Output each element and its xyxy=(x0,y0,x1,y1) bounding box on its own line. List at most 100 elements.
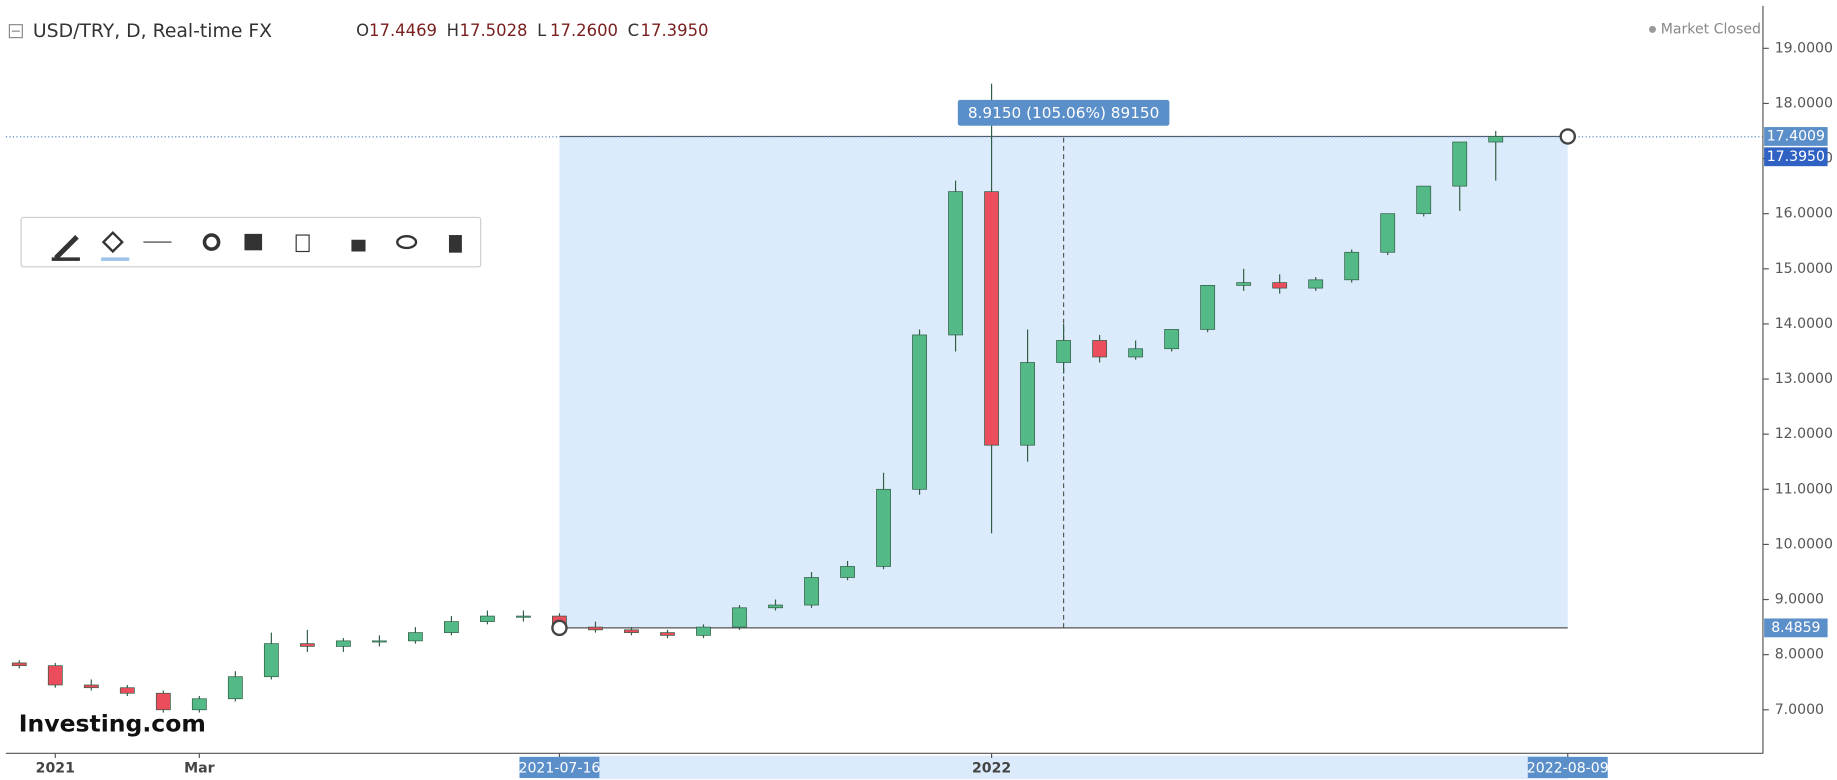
delete-icon[interactable] xyxy=(448,235,462,253)
candle-body xyxy=(1020,362,1035,446)
x-tick-label: 2021 xyxy=(36,761,75,777)
y-tick-label: 18.0000 xyxy=(1775,95,1833,111)
layer-icon[interactable] xyxy=(244,233,263,251)
status-dot xyxy=(1648,25,1657,33)
candle-body xyxy=(804,577,819,606)
candle-body xyxy=(335,640,351,647)
y-tick-label: 14.0000 xyxy=(1775,316,1833,332)
candle-body xyxy=(696,626,711,636)
measure-label-bg xyxy=(957,99,1170,126)
candle-body xyxy=(732,607,747,628)
candle-body xyxy=(299,643,315,647)
candle-body xyxy=(588,626,603,631)
y-tick-label: 11.0000 xyxy=(1775,481,1833,497)
ohlc-readout: O 17.4469 H 17.5028 L 17.2600 C 17.3950 xyxy=(356,21,708,40)
x-tag-bg xyxy=(1527,756,1608,779)
y-tick-label: 16.0000 xyxy=(1775,206,1833,222)
symbol[interactable]: USD/TRY, D, Real-time FX xyxy=(33,21,272,42)
ohlc-value: 17.4469 xyxy=(369,21,437,40)
y-tick-label: 19.0000 xyxy=(1775,40,1833,56)
clone-icon[interactable] xyxy=(295,234,310,253)
ohlc-key: C xyxy=(628,21,639,40)
last-price-tag-bg xyxy=(1764,147,1828,167)
candle-body xyxy=(1380,213,1396,253)
drawing-toolbar xyxy=(20,216,482,268)
candle-body xyxy=(1416,185,1432,215)
candle-body xyxy=(1452,141,1468,187)
candle-body xyxy=(119,687,135,694)
pen-icon[interactable] xyxy=(54,235,79,260)
candle-body xyxy=(840,566,855,578)
candle-body xyxy=(263,643,279,678)
candle-body xyxy=(660,632,675,636)
pen-color xyxy=(51,257,80,261)
fill-color xyxy=(101,257,130,261)
x-tick-label: 2022 xyxy=(972,761,1011,777)
x-tick-label: 2022-08-09 xyxy=(1527,761,1609,777)
candle-body xyxy=(768,604,783,609)
ohlc-value: 17.2600 xyxy=(550,21,618,40)
candle-body xyxy=(1164,329,1180,350)
plot: 8.9150 (105.06%) 89150 xyxy=(5,83,1763,713)
ohlc-key: H xyxy=(447,21,459,40)
candle-body xyxy=(1488,136,1504,143)
candle-body xyxy=(11,662,27,667)
collapse-icon[interactable] xyxy=(8,24,23,39)
fill-icon[interactable] xyxy=(101,231,124,254)
ohlc-value: 17.5028 xyxy=(460,21,528,40)
y-tick-label: 9.0000 xyxy=(1775,592,1824,608)
candle-body xyxy=(624,629,639,633)
candle-body xyxy=(912,334,927,490)
candle-body xyxy=(444,621,459,633)
measure-handle xyxy=(551,619,568,637)
logo: Investing.com xyxy=(19,710,206,738)
measure-handle xyxy=(1559,128,1576,145)
market-status: Market Closed xyxy=(1661,21,1761,37)
measure-label: 8.9150 (105.06%) 89150 xyxy=(968,104,1160,122)
x-tick-label: 2021-07-16 xyxy=(518,761,600,777)
candle-body xyxy=(407,632,423,642)
y-tick-label: 15.0000 xyxy=(1775,261,1833,277)
candle-body xyxy=(1056,340,1072,363)
candle-body xyxy=(371,640,387,643)
candle-body xyxy=(1092,340,1108,358)
candle-body xyxy=(1128,348,1144,358)
x-tick-label: Mar xyxy=(184,761,215,777)
candle-body xyxy=(1308,279,1324,289)
measure-to-tag-bg xyxy=(1764,127,1828,146)
measure-zone xyxy=(559,136,1568,628)
measure-axis-band xyxy=(559,755,1568,780)
candle-body xyxy=(1236,282,1252,286)
y-tick-label: 8.0000 xyxy=(1775,647,1824,663)
candle-body xyxy=(876,488,891,567)
candle-body xyxy=(516,615,531,618)
y-tick-label: 7.0000 xyxy=(1775,702,1824,718)
candle-body xyxy=(191,698,207,711)
ohlc-key: O xyxy=(356,21,369,40)
measure-from-tag: 8.4859 xyxy=(1771,620,1820,636)
candle-body xyxy=(227,676,243,700)
y-tick-label: 10.0000 xyxy=(1775,536,1833,552)
candle-body xyxy=(984,191,999,446)
last-price-tag: 17.3950 xyxy=(1767,149,1825,165)
candle-body xyxy=(83,684,99,689)
ohlc-key: L xyxy=(537,21,547,40)
y-tick-label: 13.0000 xyxy=(1775,371,1833,387)
settings-icon[interactable] xyxy=(202,233,221,251)
candle-body xyxy=(948,191,963,336)
candle-body xyxy=(155,692,171,711)
candle-body xyxy=(47,665,63,686)
candle-body xyxy=(1344,251,1360,281)
measure-from-tag-bg xyxy=(1764,618,1828,638)
x-tag-bg xyxy=(519,756,600,779)
measure-to-tag: 17.4009 xyxy=(1767,128,1825,144)
y-tick-label: 12.0000 xyxy=(1775,426,1833,442)
candle-body xyxy=(1200,284,1216,330)
lock-icon[interactable] xyxy=(351,239,366,252)
candle-body xyxy=(480,615,495,622)
visibility-icon[interactable] xyxy=(396,235,418,250)
ohlc-value: 17.3950 xyxy=(641,21,709,40)
candle-body xyxy=(1272,282,1288,289)
